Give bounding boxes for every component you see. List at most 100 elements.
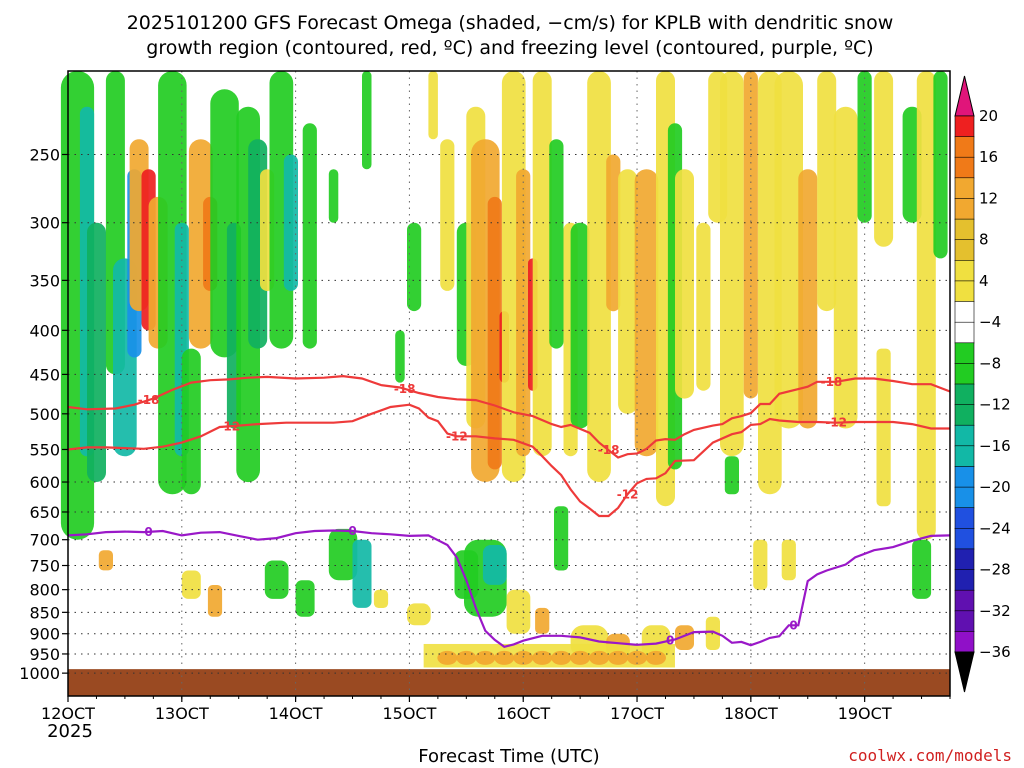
colorbar-swatch [954,301,975,323]
omega-shading-cell [98,550,113,571]
omega-shading-cell [589,650,610,665]
colorbar-swatch [954,156,975,179]
omega-shading-cell [549,139,564,349]
x-tick-label: 18OCT [724,704,778,723]
contour-label: -12 [617,487,639,501]
colorbar-swatch [954,527,975,550]
omega-shading-cell [395,330,405,383]
temperature-contours: -18 -18 -18 -18 -12 -12 -12 -12 0 0 0 0 [67,374,951,648]
y-tick-label: 350 [29,271,60,290]
colorbar-swatch [954,239,975,261]
y-tick-label: 750 [29,557,60,576]
omega-shading-cell [456,650,477,665]
omega-shading-cell [608,650,629,665]
y-tick-label: 800 [29,581,60,600]
omega-shading-cell [933,71,948,259]
contour-label: -12 [446,429,468,443]
colorbar-swatch [954,177,975,200]
colorbar-tick-label: 12 [979,189,998,207]
contour-label: -12 [218,419,240,433]
omega-shading-cell [874,71,894,247]
omega-shading-cell [532,650,553,665]
omega-shading-cell [437,650,458,665]
omega-shading-cell [362,71,372,170]
contour-label: -18 [138,393,160,407]
y-tick-label: 1000 [19,664,60,683]
colorbar-swatch [954,507,975,529]
y-tick-label: 900 [29,625,60,644]
ground-terrain [68,669,950,696]
omega-shading-cell [494,650,515,665]
colorbar-arrow-top [954,75,975,117]
y-tick-label: 700 [29,531,60,550]
omega-shading-cell [833,106,858,429]
colorbar-swatch [954,136,975,158]
colorbar-tick-label: 8 [979,231,989,249]
x-tick-label: 15OCT [382,704,436,723]
colorbar-swatch [954,445,975,467]
omega-shading-cell [675,625,694,650]
contour-label: 0 [666,634,674,648]
omega-shading-cell [675,169,694,399]
omega-shading-cell [283,154,298,291]
colorbar-swatch [954,342,975,364]
y-tick-label: 300 [29,214,60,233]
contour-line-minus-18 [67,374,951,459]
contour-label: 0 [789,618,797,632]
omega-shading-cell [551,650,572,665]
colorbar-swatch [954,486,975,509]
omega-shading-cell [554,506,569,571]
x-axis-label: Forecast Time (UTC) [418,746,599,767]
omega-shading-cell [720,71,744,457]
omega-shading [60,71,948,668]
colorbar-swatch [954,404,975,426]
colorbar-swatch [954,218,975,241]
omega-shading-cell [428,71,438,140]
chart-title-line-2: growth region (contoured, red, ºC) and f… [146,37,873,59]
omega-shading-cell [753,539,768,590]
colorbar-tick-label: −20 [979,478,1011,496]
contour-label: -18 [394,382,416,396]
colorbar-swatch [954,259,975,282]
x-axis: 12OCT 13OCT 14OCT 15OCT 16OCT 17OCT 18OCT 19OCT [41,696,951,723]
colorbar-tick-label: 4 [979,272,989,290]
contour-line-0 [67,529,951,648]
omega-shading-cell [634,169,659,457]
x-tick-label: 13OCT [155,704,209,723]
colorbar-tick-label: −12 [979,396,1011,414]
y-tick-label: 500 [29,405,60,424]
omega-shading-cell [181,570,201,599]
omega-shading-cell [487,196,502,470]
colorbar-swatch [954,198,975,220]
omega-shading-cell [207,585,223,617]
colorbar-swatch [954,383,975,406]
omega-shading-cell [817,71,837,312]
colorbar-swatch [954,610,975,632]
contour-label: 0 [144,525,152,539]
contour-label: 0 [348,524,356,538]
omega-shading-cell [264,560,289,599]
ground-fill [68,669,950,696]
x-tick-label: 17OCT [610,704,664,723]
omega-shading-cell [373,589,389,608]
plot-frame [67,70,951,697]
colorbar-swatch [954,548,975,571]
omega-shading-cell [352,539,372,608]
omega-shading-cell [570,650,591,665]
colorbar-swatch [954,424,975,447]
colorbar-tick-label: −28 [979,561,1011,579]
colorbar-swatch [954,466,975,488]
y-tick-label: 600 [29,473,60,492]
y-tick-label: 250 [29,145,60,164]
omega-shading-cell [781,539,796,581]
chart-title-line-1: 2025101200 GFS Forecast Omega (shaded, −… [127,12,894,34]
omega-shading-cell [627,650,648,665]
omega-shading-cell [87,222,106,482]
colorbar-swatch [954,631,975,653]
omega-shading-cell [696,222,711,391]
omega-shading-cell [618,169,638,414]
colorbar-tick-label: 16 [979,148,998,166]
omega-shading-cell [295,580,315,617]
omega-shading-cell [798,169,818,429]
colorbar-tick-label: −32 [979,602,1011,620]
